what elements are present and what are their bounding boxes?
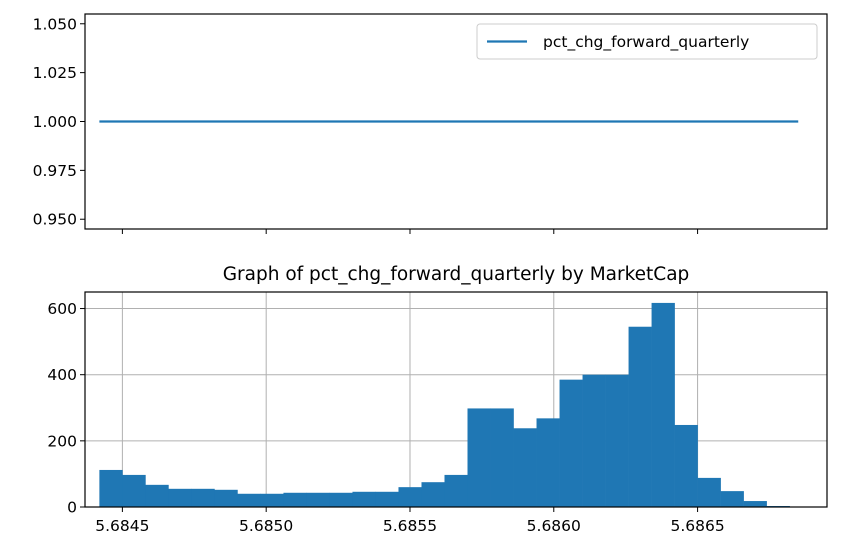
histogram-bar: [628, 326, 652, 507]
histogram-y-tick-label: 200: [47, 432, 77, 450]
histogram-bar: [329, 492, 353, 507]
histogram-panel: Graph of pct_chg_forward_quarterly by Ma…: [47, 264, 828, 535]
histogram-x-axis: 5.6845 5.6850 5.6855 5.6860 5.6865: [95, 507, 725, 535]
histogram-x-tick-label: 5.6865: [670, 517, 724, 535]
histogram-x-tick-label: 5.6850: [239, 517, 293, 535]
histogram-bar: [536, 418, 560, 507]
histogram-bar: [398, 487, 422, 507]
histogram-x-tick-label: 5.6845: [95, 517, 149, 535]
histogram-bar: [145, 484, 169, 507]
histogram-y-tick-label: 600: [47, 300, 77, 318]
histogram-bar: [651, 302, 675, 507]
histogram-axes-frame: [84, 291, 828, 508]
histogram-y-tick-label: 0: [67, 499, 77, 517]
histogram-x-tick-label: 5.6855: [383, 517, 437, 535]
histogram-bar: [375, 491, 399, 507]
legend-label: pct_chg_forward_quarterly: [543, 33, 749, 52]
histogram-y-tick-label: 400: [47, 366, 77, 384]
histogram-bar: [191, 488, 215, 507]
histogram-bar: [559, 379, 583, 507]
histogram-bar: [237, 493, 261, 507]
top-axes-frame: [84, 13, 828, 230]
histogram-bar: [467, 408, 491, 507]
histogram-bar: [674, 424, 698, 507]
histogram-bar: [720, 491, 744, 507]
histogram-x-tick-label: 5.6860: [527, 517, 581, 535]
histogram-grid: [85, 292, 827, 508]
histogram-bar: [490, 408, 514, 507]
histogram-bar: [605, 374, 629, 507]
top-y-tick-label: 1.050: [33, 15, 77, 33]
histogram-bar: [352, 491, 376, 507]
histogram-y-axis: 0 200 400 600: [47, 300, 85, 517]
histogram-bar: [421, 482, 445, 507]
top-y-tick-label: 1.000: [33, 113, 77, 131]
histogram-bar: [283, 492, 307, 507]
histogram-bar: [697, 477, 721, 507]
legend-box: [476, 23, 818, 60]
histogram-title: Graph of pct_chg_forward_quarterly by Ma…: [223, 264, 690, 285]
histogram-bar: [306, 492, 330, 507]
histogram-bar: [99, 469, 123, 507]
top-y-axis: 0.950 0.975 1.000 1.025 1.050: [33, 15, 85, 229]
top-y-tick-label: 0.950: [33, 211, 77, 229]
histogram-bar: [260, 493, 284, 507]
top-x-axis: [121, 229, 699, 234]
top-line-panel: 0.950 0.975 1.000 1.025 1.050 pct_chg_forwar…: [33, 13, 828, 234]
histogram-bar: [513, 428, 537, 507]
histogram-bar: [122, 474, 146, 507]
histogram-bar: [582, 374, 606, 507]
top-y-tick-label: 1.025: [33, 64, 77, 82]
histogram-bar: [214, 489, 238, 507]
legend: pct_chg_forward_quarterly: [476, 23, 818, 60]
histogram-bar: [168, 488, 192, 507]
histogram-bar: [743, 501, 767, 507]
histogram-bar: [444, 474, 468, 507]
top-y-tick-label: 0.975: [33, 162, 77, 180]
histogram-bars: [99, 302, 790, 507]
